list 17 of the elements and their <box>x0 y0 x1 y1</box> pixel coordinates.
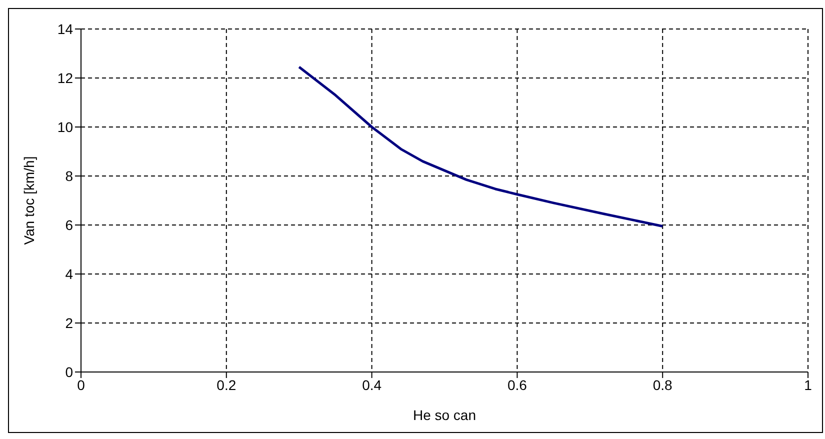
y-tick-label: 8 <box>65 168 74 184</box>
line-series <box>298 66 664 228</box>
x-tick-label: 0.8 <box>652 376 673 393</box>
y-tick-label: 2 <box>65 314 74 331</box>
x-axis-title: He so can <box>412 407 476 423</box>
y-tick-label: 14 <box>57 20 74 37</box>
x-tick-label: 0.6 <box>507 376 528 393</box>
x-tick-label: 0.2 <box>216 376 236 393</box>
y-tick-label: 4 <box>65 266 74 282</box>
y-tick-label: 12 <box>57 70 74 86</box>
y-axis-title: Van toc [km/h] <box>20 156 37 245</box>
x-tick-label: 0 <box>77 376 86 393</box>
x-tick-label: 1 <box>804 376 812 393</box>
y-tick-label: 6 <box>65 216 74 233</box>
y-tick-label: 10 <box>57 118 74 135</box>
x-tick-label: 0.4 <box>362 376 382 393</box>
y-tick-label: 0 <box>65 364 74 380</box>
